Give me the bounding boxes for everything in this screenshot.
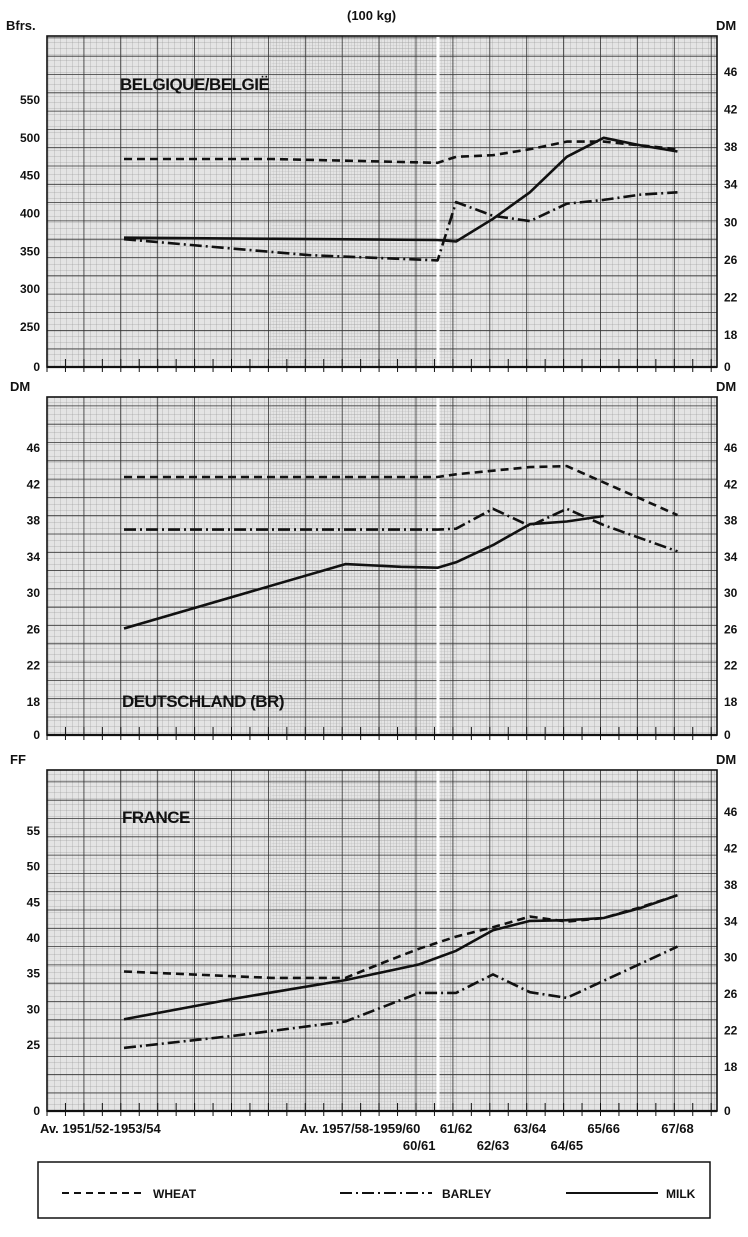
legend-label-barley: BARLEY (442, 1187, 491, 1201)
left-tick-label: 55 (27, 824, 41, 838)
right-tick-label: 42 (724, 841, 738, 855)
right-tick-label: 0 (724, 360, 731, 374)
series-line-milk (123, 514, 604, 630)
right-tick-label: 30 (724, 951, 738, 965)
x-tick-label: 64/65 (551, 1138, 584, 1153)
right-tick-label: 34 (724, 914, 738, 928)
right-tick-label: 30 (724, 586, 738, 600)
right-tick-label: 46 (724, 805, 738, 819)
right-unit-label: DM (716, 752, 736, 767)
left-tick-label: 45 (27, 895, 41, 909)
right-tick-label: 22 (724, 1024, 738, 1038)
top-unit-label: (100 kg) (347, 8, 396, 23)
left-tick-label: 250 (20, 320, 40, 334)
left-unit-label: DM (10, 379, 30, 394)
right-tick-label: 38 (724, 514, 738, 528)
left-tick-label: 34 (27, 550, 41, 564)
panel-deutschland-br: DM DM 0 18 22 26 30 34 38 42 46 0 18 22 26 30 34 38 42 46 DE… (10, 379, 738, 742)
right-tick-label: 18 (724, 695, 738, 709)
right-unit-label: DM (716, 18, 736, 33)
left-tick-label: 0 (33, 728, 40, 742)
series-line-barley (124, 507, 678, 553)
right-tick-label: 26 (724, 622, 738, 636)
legend: WHEAT BARLEY MILK (37, 1161, 711, 1219)
right-tick-label: 42 (724, 103, 738, 117)
series-line-wheat (124, 140, 678, 165)
x-tick-label: 65/66 (587, 1121, 620, 1136)
left-tick-label: 40 (27, 931, 41, 945)
legend-frame (37, 1161, 711, 1219)
panel-title: FRANCE (122, 808, 190, 827)
right-tick-label: 34 (724, 550, 738, 564)
right-tick-label: 38 (724, 878, 738, 892)
right-tick-label: 38 (724, 140, 738, 154)
right-tick-label: 46 (724, 65, 738, 79)
right-unit-label: DM (716, 379, 736, 394)
left-tick-label: 42 (27, 477, 41, 491)
panel-title: DEUTSCHLAND (BR) (122, 692, 284, 711)
x-tick-label: 61/62 (440, 1121, 473, 1136)
left-tick-label: 300 (20, 282, 40, 296)
right-tick-label: 18 (724, 328, 738, 342)
right-tick-label: 22 (724, 659, 738, 673)
legend-label-milk: MILK (666, 1187, 696, 1201)
right-tick-label: 30 (724, 215, 738, 229)
panel-dense-grid (271, 36, 457, 367)
right-tick-label: 0 (724, 728, 731, 742)
right-tick-label: 18 (724, 1060, 738, 1074)
left-tick-label: 35 (27, 967, 41, 981)
right-tick-label: 42 (724, 477, 738, 491)
x-tick-label: 63/64 (514, 1121, 547, 1136)
left-tick-label: 46 (27, 441, 41, 455)
left-tick-label: 30 (27, 1002, 41, 1016)
legend-item-barley: BARLEY (340, 1187, 491, 1201)
legend-item-wheat: WHEAT (62, 1187, 197, 1201)
left-tick-label: 550 (20, 93, 40, 107)
panel-france: FF DM 0 25 30 35 40 45 50 55 0 18 22 26 30 34 38 42 46 FRAN… (10, 752, 738, 1118)
left-unit-label: FF (10, 752, 26, 767)
x-tick-label: 67/68 (661, 1121, 694, 1136)
left-tick-label: 50 (27, 860, 41, 874)
left-tick-label: 25 (27, 1038, 41, 1052)
left-unit-label: Bfrs. (6, 18, 36, 33)
x-tick-label: 60/61 (403, 1138, 436, 1153)
x-tick-label: 62/63 (477, 1138, 510, 1153)
left-tick-label: 500 (20, 131, 40, 145)
legend-item-milk: MILK (566, 1187, 696, 1201)
x-tick-label: Av. 1951/52-1953/54 (40, 1121, 161, 1136)
right-tick-label: 26 (724, 253, 738, 267)
right-tick-label: 46 (724, 441, 738, 455)
series-line-milk (123, 136, 678, 243)
x-tick-label: Av. 1957/58-1959/60 (300, 1121, 421, 1136)
right-tick-label: 0 (724, 1104, 731, 1118)
left-tick-label: 30 (27, 586, 41, 600)
series-line-milk (123, 893, 678, 1021)
series-line-wheat (124, 464, 679, 517)
series-line-barley (123, 191, 678, 262)
panel-title: BELGIQUE/BELGIË (120, 75, 269, 94)
left-tick-label: 22 (27, 659, 41, 673)
left-tick-label: 0 (33, 1104, 40, 1118)
left-tick-label: 400 (20, 207, 40, 221)
series-line-barley (123, 945, 679, 1050)
legend-label-wheat: WHEAT (153, 1187, 197, 1201)
right-tick-label: 26 (724, 987, 738, 1001)
panel-dense-grid (271, 770, 457, 1111)
left-tick-label: 18 (27, 695, 41, 709)
right-tick-label: 34 (724, 178, 738, 192)
right-tick-label: 22 (724, 290, 738, 304)
panel-belgique-belgi: Bfrs. DM 0 250 300 350 400 450 500 550 0 18 22 26 30 34… (6, 18, 738, 374)
left-tick-label: 38 (27, 514, 41, 528)
x-axis-labels: Av. 1951/52-1953/54 Av. 1957/58-1959/60 60… (40, 1121, 694, 1153)
left-tick-label: 26 (27, 622, 41, 636)
left-tick-label: 350 (20, 244, 40, 258)
left-tick-label: 450 (20, 169, 40, 183)
left-tick-label: 0 (33, 360, 40, 374)
